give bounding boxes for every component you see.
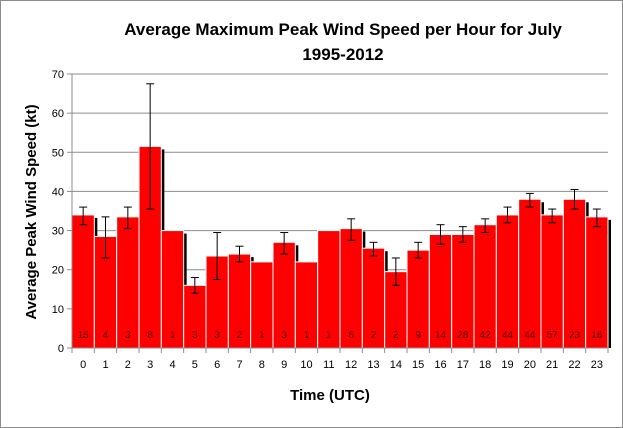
y-tick-label: 10	[52, 304, 64, 316]
x-tick-label: 4	[169, 359, 175, 371]
x-tick-label: 1	[102, 359, 108, 371]
axes	[67, 73, 609, 353]
count-label: 14	[435, 330, 447, 341]
count-label: 3	[214, 330, 220, 341]
count-label: 44	[524, 330, 536, 341]
count-label: 23	[569, 330, 581, 341]
count-label: 42	[480, 330, 492, 341]
bar	[71, 214, 95, 349]
y-tick-label: 30	[52, 226, 64, 238]
count-label: 2	[371, 330, 377, 341]
x-tick-labels: 0 1 2 3 4 5 6 7 8 9 10 11 12 13 14 15 16 17 18 19 20 21 22 23	[80, 359, 603, 371]
count-label: 4	[103, 330, 109, 341]
count-label: 44	[502, 330, 514, 341]
x-tick-label: 21	[546, 359, 558, 371]
count-label: 9	[415, 330, 421, 341]
count-label: 1	[170, 330, 176, 341]
x-tick-label: 9	[281, 359, 287, 371]
bar	[562, 198, 587, 349]
y-tick-label: 70	[52, 69, 64, 81]
y-tick-label: 20	[52, 265, 64, 277]
x-tick-label: 10	[300, 359, 312, 371]
x-tick-label: 17	[457, 359, 469, 371]
x-axis-label: Time (UTC)	[290, 387, 370, 404]
count-label: 3	[192, 330, 198, 341]
y-tick-label: 40	[52, 186, 64, 198]
x-tick-label: 20	[524, 359, 536, 371]
count-label: 16	[591, 330, 603, 341]
bar	[585, 216, 609, 349]
chart-title-line-1: Average Maximum Peak Wind Speed per Hour…	[124, 20, 562, 39]
x-tick-label: 7	[236, 359, 242, 371]
count-label: 6	[348, 330, 354, 341]
count-label: 3	[281, 330, 287, 341]
y-axis-label: Average Peak Wind Speed (kt)	[23, 104, 40, 319]
x-tick-label: 3	[147, 359, 153, 371]
bar	[495, 214, 520, 349]
bar	[540, 214, 564, 349]
bars	[71, 145, 611, 349]
count-labels: 15 4 3 8 1 3 3 2 1 3 1 1 6 2 2 9 14 28 42 44 44 57 23 16	[78, 330, 603, 341]
y-tick-labels: 0 10 20 30 40 50 60 70	[52, 69, 64, 355]
chart-title-line-2: 1995-2012	[302, 45, 383, 64]
x-tick-label: 0	[80, 359, 86, 371]
count-label: 28	[457, 330, 469, 341]
count-label: 2	[237, 330, 243, 341]
x-tick-label: 5	[192, 359, 198, 371]
y-tick-label: 50	[52, 147, 64, 159]
error-bars	[79, 83, 601, 294]
y-tick-label: 60	[52, 108, 64, 120]
x-tick-label: 23	[591, 359, 603, 371]
x-tick-label: 11	[323, 359, 334, 371]
y-tick-label: 0	[58, 343, 64, 355]
x-tick-label: 6	[214, 359, 220, 371]
x-tick-label: 22	[568, 359, 580, 371]
x-tick-label: 12	[345, 359, 357, 371]
count-label: 2	[393, 330, 399, 341]
x-tick-label: 15	[412, 359, 424, 371]
count-label: 15	[78, 330, 90, 341]
x-tick-label: 18	[479, 359, 491, 371]
count-label: 57	[547, 330, 559, 341]
x-tick-label: 14	[390, 359, 402, 371]
bar	[116, 216, 140, 349]
x-tick-label: 2	[125, 359, 131, 371]
count-label: 1	[304, 330, 310, 341]
x-tick-label: 16	[434, 359, 446, 371]
x-tick-label: 19	[501, 359, 513, 371]
count-label: 8	[147, 330, 153, 341]
x-tick-label: 13	[367, 359, 379, 371]
bar	[518, 198, 542, 349]
count-label: 1	[259, 330, 265, 341]
count-label: 3	[125, 330, 131, 341]
x-tick-label: 8	[259, 359, 265, 371]
count-label: 1	[326, 330, 332, 341]
